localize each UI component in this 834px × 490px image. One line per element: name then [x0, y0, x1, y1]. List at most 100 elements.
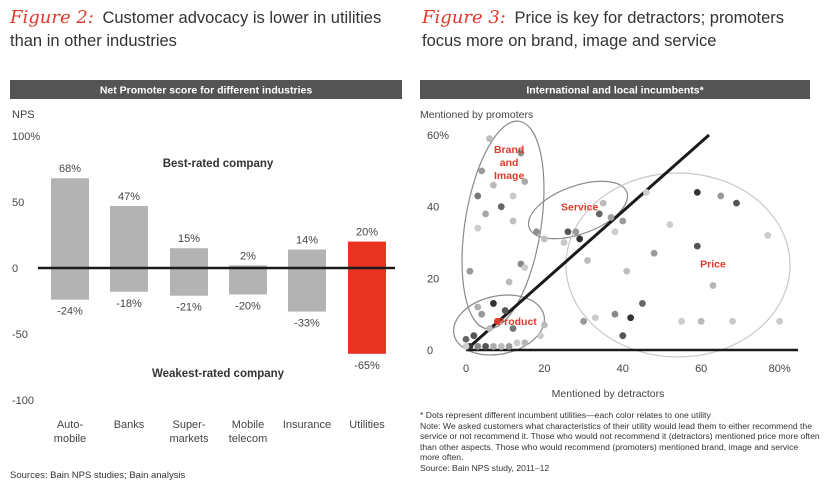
scatter-xtick: 0 [463, 363, 469, 375]
figure-3-footnote: * Dots represent different incumbent uti… [420, 410, 711, 420]
scatter-xtick: 40 [617, 363, 629, 375]
cluster-label-brand-and-image: Brand and Image [494, 144, 525, 182]
scatter-point [509, 217, 517, 225]
figure-2-sources: Sources: Bain NPS studies; Bain analysis [10, 470, 186, 481]
bar-best-0 [51, 178, 89, 268]
scatter-point [576, 235, 584, 243]
scatter-point [666, 221, 674, 228]
bar-best-1 [110, 205, 148, 268]
scatter-point [697, 317, 705, 325]
figure-2-text: Customer advocacy is lower in utilities … [10, 9, 382, 50]
bar-worst-label: -24% [57, 306, 83, 318]
scatter-title: International and local incumbents* [526, 85, 704, 97]
scatter-xtick: 80% [769, 363, 791, 375]
bar-worst-1 [110, 268, 148, 292]
scatter-point [611, 310, 619, 318]
scatter-point [509, 325, 517, 332]
scatter-point [627, 314, 635, 322]
bar-worst-4 [288, 268, 326, 312]
figure-3-text: Price is key for detractors; promoters f… [422, 9, 785, 50]
scatter-title-band [420, 80, 810, 99]
bar-worst-5 [348, 268, 386, 354]
bar-chart-ytick: 50 [12, 197, 24, 209]
bar-chart-ytick: 100% [12, 131, 40, 143]
bar-best-label: 20% [356, 227, 378, 239]
bar-chart-ytick: -100 [12, 395, 34, 407]
scatter-point [482, 343, 489, 350]
bar-worst-2 [170, 268, 208, 296]
scatter-point [497, 343, 505, 350]
scatter-point [764, 231, 772, 239]
bar-category-label: Mobile telecom [229, 419, 268, 445]
scatter-point [509, 192, 517, 200]
bar-chart-title-band [10, 80, 402, 99]
scatter-point [478, 167, 486, 175]
scatter-point [560, 239, 568, 246]
scatter-point [513, 339, 521, 347]
scatter-point [462, 343, 470, 350]
scatter-point [490, 181, 497, 189]
bar-category-label: Banks [114, 419, 145, 431]
bar-worst-label: -20% [235, 300, 261, 312]
scatter-point [521, 339, 529, 347]
scatter-xlabel: Mentioned by detractors [552, 388, 665, 400]
figure-2-number: Figure 2: [10, 7, 94, 28]
scatter-point [493, 317, 501, 325]
bar-category-label: Super-markets [169, 419, 209, 445]
scatter-point [517, 149, 525, 157]
scatter-point [729, 317, 736, 325]
scatter-point [486, 325, 493, 332]
scatter-point [497, 203, 505, 211]
scatter-point [533, 228, 540, 236]
bar-best-5 [348, 241, 386, 268]
scatter-point [521, 178, 529, 185]
scatter-ytick: 60% [427, 130, 449, 142]
figure-3-note: Note: We asked customers what characteri… [420, 420, 820, 463]
scatter-point [505, 343, 513, 350]
bar-worst-label: -33% [294, 318, 320, 330]
scatter-point [505, 278, 513, 286]
bar-worst-3 [229, 268, 267, 295]
bar-category-label: Insurance [283, 419, 331, 431]
bar-chart-ytick: 0 [12, 263, 18, 275]
figure-3-source: Source: Bain NPS study, 2011–12 [420, 462, 550, 473]
scatter-point [619, 217, 627, 225]
bar-best-2 [170, 248, 208, 268]
bar-category-label: Auto-mobile [54, 419, 86, 445]
scatter-point [470, 332, 478, 340]
scatter-point [650, 249, 658, 257]
bar-chart-ytick: -50 [12, 329, 28, 341]
scatter-diagonal-line [465, 133, 711, 352]
bar-best-3 [229, 265, 267, 268]
scatter-point [619, 332, 627, 340]
scatter-point [642, 188, 650, 196]
service-ellipse [527, 180, 629, 240]
scatter-point [462, 335, 470, 343]
bar-worst-label: -21% [176, 302, 202, 314]
scatter-point [474, 224, 482, 232]
scatter-point [478, 310, 486, 318]
bar-best-label: 2% [240, 250, 256, 262]
scatter-xtick: 20 [538, 363, 550, 375]
scatter-ytick: 0 [427, 345, 433, 357]
scatter-point [595, 210, 603, 218]
scatter-point [693, 242, 701, 250]
price-ellipse [565, 172, 791, 358]
scatter-xtick: 60 [695, 363, 707, 375]
cluster-label-price: Price [700, 259, 726, 271]
scatter-point [564, 228, 572, 236]
best-rated-annotation: Best-rated company [163, 158, 274, 170]
scatter-point [541, 235, 548, 243]
figure-3-number: Figure 3: [422, 7, 506, 28]
scatter-point [776, 317, 783, 325]
scatter-point [490, 300, 497, 307]
scatter-point [607, 214, 615, 221]
scatter-ytick: 40 [427, 202, 439, 214]
figure-3-notes: * Dots represent different incumbent uti… [420, 410, 820, 474]
bar-worst-label: -18% [116, 298, 142, 310]
scatter-point [490, 343, 497, 350]
bar-worst-label: -65% [354, 360, 380, 372]
scatter-point [474, 343, 482, 350]
product-ellipse [453, 294, 545, 356]
